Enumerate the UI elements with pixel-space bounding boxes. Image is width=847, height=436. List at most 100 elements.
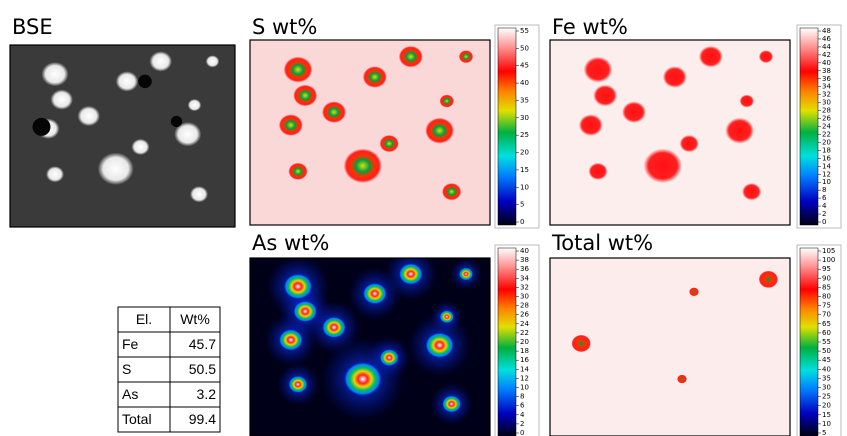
map-blob [322,101,346,123]
colorbar-label: 14 [520,365,529,373]
table-text: 99.4 [189,411,216,427]
map-blob [150,51,173,71]
colorbar-label: 24 [520,320,529,328]
colorbar-label: 34 [520,274,529,282]
map-blob [380,135,399,152]
colorbar-label: 55 [520,27,529,35]
panel-title: Total wt% [551,231,653,255]
map-blob [132,139,150,155]
colorbar-label: 65 [822,320,831,328]
colorbar-label: 22 [822,130,831,138]
colorbar-label: 38 [520,256,529,264]
colorbar-label: 10 [520,384,529,392]
colorbar-label: 5 [822,429,826,436]
colorbar-label: 28 [822,107,831,115]
map-blob [677,375,687,384]
colorbar-label: 44 [822,43,831,51]
colorbar-label: 20 [822,402,831,410]
bse-pore [171,116,182,127]
colorbar-label: 16 [822,154,831,162]
colorbar-label: 24 [822,123,831,131]
map-blob [98,153,134,185]
map-blob [740,95,754,108]
colorbar-label: 35 [520,96,529,104]
colorbar-label: 0 [520,429,524,436]
map-blob [644,149,682,184]
colorbar-label: 90 [822,274,831,282]
map-blob [622,101,646,123]
colorbar-label: 25 [520,131,529,139]
colorbar-label: 5 [520,201,524,209]
colorbar [800,248,818,436]
panel-title: S wt% [252,15,317,39]
map-blob [293,301,317,323]
colorbar-label: 12 [822,170,831,178]
colorbar-label: 18 [520,347,529,355]
table-text: Total [122,411,152,427]
colorbar-label: 100 [822,256,835,264]
map-blob [593,85,617,107]
colorbar-label: 20 [520,149,529,157]
figure: BSES wt%0510152025303540455055Fe wt%0246… [0,0,847,436]
colorbar-label: 36 [520,265,529,273]
colorbar-label: 55 [822,338,831,346]
map-blob [288,163,307,180]
map-blob [425,118,454,144]
colorbar-label: 36 [822,75,831,83]
table-text: Wt% [180,311,210,327]
colorbar-label: 45 [822,356,831,364]
map-blob [380,349,399,366]
colorbar-label: 30 [822,99,831,107]
colorbar-label: 105 [822,247,835,255]
map-blob [46,166,64,182]
colorbar-label: 2 [822,210,826,218]
colorbar-label: 80 [822,293,831,301]
colorbar-label: 4 [822,202,827,210]
colorbar-label: 12 [520,374,529,382]
colorbar-label: 20 [822,138,831,146]
bse-pore [33,118,51,136]
map-blob [78,106,101,126]
panel-title: BSE [12,15,53,39]
colorbar [498,248,516,436]
colorbar-label: 45 [520,62,529,70]
colorbar-label: 30 [520,293,529,301]
map-blob [759,50,773,63]
colorbar-label: 6 [822,194,827,202]
colorbar-label: 8 [520,393,524,401]
map-blob [399,46,423,68]
colorbar-label: 85 [822,283,831,291]
table-text: 3.2 [197,386,217,402]
panel-title: Fe wt% [552,15,628,39]
colorbar-label: 16 [520,356,529,364]
map-blob [699,46,723,68]
map-blob [51,89,74,109]
map-blob [663,66,687,88]
colorbar-label: 8 [822,186,826,194]
colorbar-label: 70 [822,311,831,319]
map-blob [459,268,473,281]
colorbar-label: 26 [822,115,831,123]
colorbar-label: 32 [520,283,529,291]
table-text: El. [136,311,152,327]
colorbar-label: 10 [520,183,529,191]
map-blob [440,95,454,108]
colorbar-label: 4 [520,411,525,419]
map-blob [440,310,454,323]
map-blob [588,163,607,180]
colorbar-label: 22 [520,329,529,337]
colorbar-label: 48 [822,27,831,35]
map-blob [279,329,303,351]
colorbar-label: 75 [822,302,831,310]
colorbar-label: 60 [822,329,831,337]
map-blob [459,50,473,63]
map-blob [725,118,754,144]
colorbar-label: 18 [822,146,831,154]
colorbar-label: 14 [822,162,831,170]
map-blob [579,114,603,136]
map-blob [42,62,69,86]
map-blob [399,263,423,285]
map-blob [759,271,778,288]
map-blob [284,274,313,300]
table-text: S [122,361,131,377]
